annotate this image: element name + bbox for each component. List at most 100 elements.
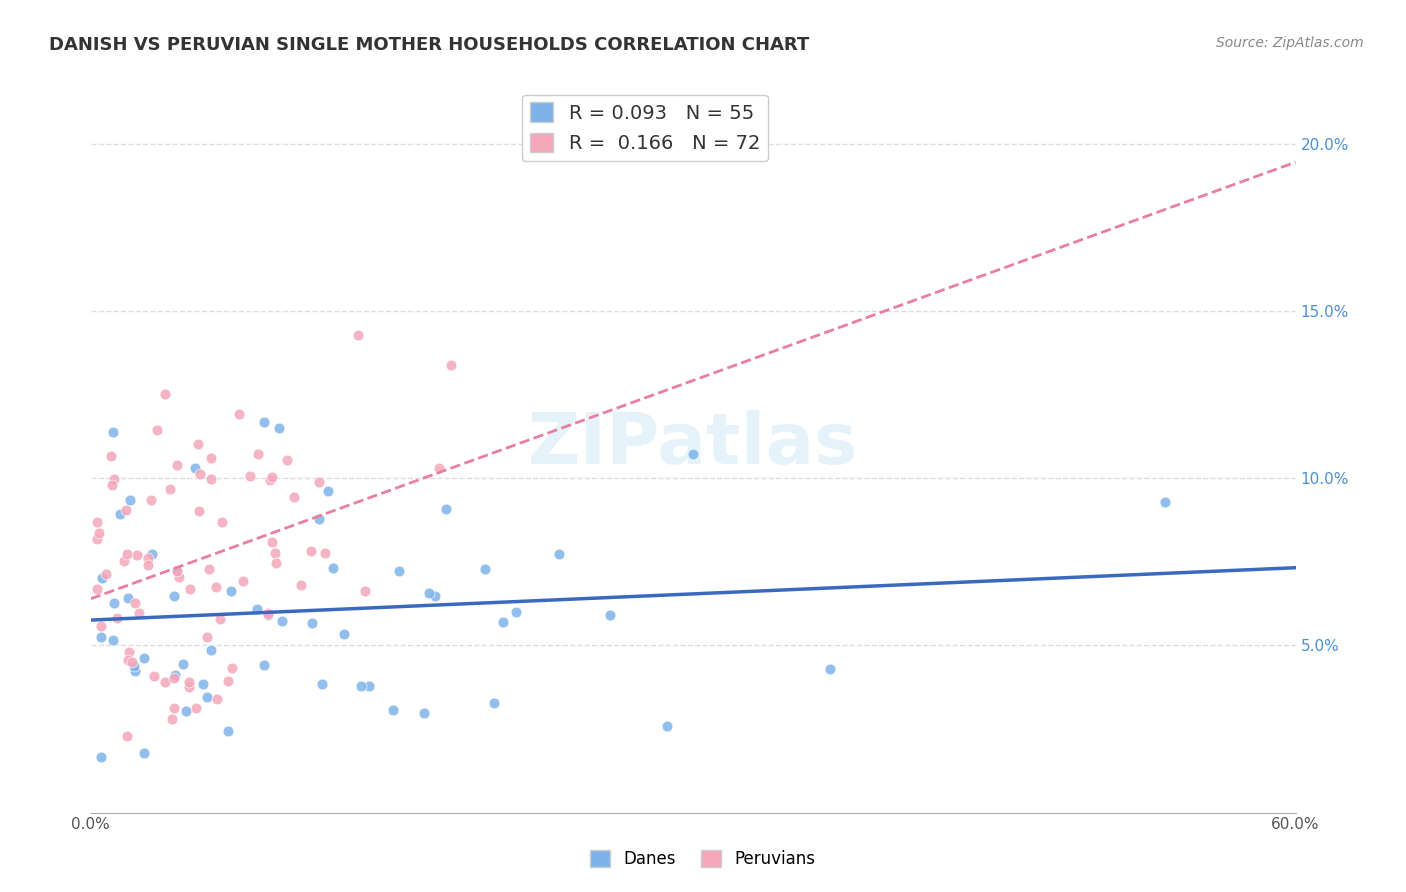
Peruvians bbox=[115, 729, 138, 743]
Peruvians bbox=[299, 543, 322, 558]
Danes bbox=[548, 548, 571, 562]
Danes bbox=[350, 679, 373, 693]
Danes bbox=[200, 643, 222, 657]
Danes bbox=[333, 627, 356, 641]
Peruvians bbox=[167, 570, 190, 584]
Peruvians bbox=[153, 675, 176, 690]
Legend: Danes, Peruvians: Danes, Peruvians bbox=[583, 843, 823, 875]
Peruvians bbox=[208, 611, 231, 625]
Peruvians bbox=[239, 469, 262, 483]
Peruvians bbox=[118, 645, 141, 659]
Danes bbox=[217, 724, 239, 739]
Peruvians bbox=[177, 680, 200, 694]
Danes bbox=[257, 607, 280, 622]
Peruvians bbox=[136, 551, 159, 566]
Peruvians bbox=[187, 504, 209, 518]
Peruvians bbox=[112, 554, 135, 568]
Danes bbox=[91, 571, 114, 585]
Danes bbox=[492, 615, 515, 630]
Peruvians bbox=[162, 712, 184, 726]
Danes bbox=[301, 616, 323, 631]
Peruvians bbox=[124, 595, 146, 609]
Peruvians bbox=[276, 452, 298, 467]
Danes bbox=[359, 679, 381, 693]
Danes bbox=[163, 589, 186, 603]
Peruvians bbox=[259, 473, 281, 487]
Danes bbox=[818, 662, 841, 676]
Peruvians bbox=[260, 535, 283, 549]
Peruvians bbox=[195, 630, 218, 644]
Peruvians bbox=[87, 526, 110, 541]
Danes bbox=[381, 703, 404, 717]
Danes bbox=[103, 425, 125, 439]
Peruvians bbox=[190, 467, 212, 482]
Danes bbox=[270, 614, 292, 628]
Danes bbox=[316, 484, 339, 499]
Peruvians bbox=[125, 549, 148, 563]
Danes bbox=[117, 591, 139, 605]
Danes bbox=[657, 719, 679, 733]
Danes bbox=[122, 659, 145, 673]
Peruvians bbox=[221, 661, 243, 675]
Peruvians bbox=[257, 607, 280, 621]
Peruvians bbox=[86, 516, 108, 530]
Danes bbox=[322, 560, 344, 574]
Danes bbox=[197, 690, 219, 705]
Danes bbox=[252, 657, 274, 672]
Peruvians bbox=[354, 584, 377, 599]
Peruvians bbox=[290, 578, 312, 592]
Danes bbox=[165, 668, 187, 682]
Text: DANISH VS PERUVIAN SINGLE MOTHER HOUSEHOLDS CORRELATION CHART: DANISH VS PERUVIAN SINGLE MOTHER HOUSEHO… bbox=[49, 36, 810, 54]
Peruvians bbox=[308, 475, 330, 490]
Danes bbox=[120, 493, 142, 508]
Danes bbox=[482, 697, 505, 711]
Peruvians bbox=[166, 458, 188, 472]
Peruvians bbox=[136, 558, 159, 573]
Danes bbox=[412, 706, 434, 720]
Peruvians bbox=[86, 533, 108, 547]
Text: ZIPatlas: ZIPatlas bbox=[529, 410, 858, 480]
Danes bbox=[423, 590, 446, 604]
Peruvians bbox=[117, 547, 139, 561]
Peruvians bbox=[232, 574, 254, 589]
Peruvians bbox=[256, 606, 278, 620]
Danes bbox=[267, 421, 290, 435]
Peruvians bbox=[315, 546, 337, 560]
Peruvians bbox=[163, 701, 186, 715]
Danes bbox=[1154, 495, 1177, 509]
Danes bbox=[311, 677, 333, 691]
Peruvians bbox=[263, 545, 285, 559]
Peruvians bbox=[159, 482, 181, 496]
Peruvians bbox=[139, 492, 162, 507]
Peruvians bbox=[121, 655, 143, 669]
Danes bbox=[434, 501, 457, 516]
Peruvians bbox=[247, 447, 270, 461]
Danes bbox=[184, 461, 207, 475]
Danes bbox=[193, 676, 215, 690]
Peruvians bbox=[179, 582, 201, 596]
Peruvians bbox=[153, 387, 176, 401]
Danes bbox=[253, 415, 276, 429]
Peruvians bbox=[262, 469, 284, 483]
Peruvians bbox=[163, 671, 186, 685]
Danes bbox=[90, 631, 112, 645]
Danes bbox=[308, 512, 330, 526]
Danes bbox=[474, 561, 496, 575]
Peruvians bbox=[200, 451, 222, 466]
Danes bbox=[219, 584, 242, 599]
Peruvians bbox=[146, 423, 169, 437]
Danes bbox=[172, 657, 194, 672]
Peruvians bbox=[347, 328, 370, 343]
Danes bbox=[505, 605, 527, 619]
Peruvians bbox=[115, 502, 138, 516]
Peruvians bbox=[200, 472, 222, 486]
Peruvians bbox=[90, 618, 112, 632]
Danes bbox=[388, 565, 411, 579]
Peruvians bbox=[86, 582, 108, 597]
Peruvians bbox=[186, 437, 208, 451]
Danes bbox=[141, 547, 163, 561]
Danes bbox=[246, 602, 269, 616]
Peruvians bbox=[211, 516, 233, 530]
Peruvians bbox=[228, 407, 250, 421]
Peruvians bbox=[166, 564, 188, 578]
